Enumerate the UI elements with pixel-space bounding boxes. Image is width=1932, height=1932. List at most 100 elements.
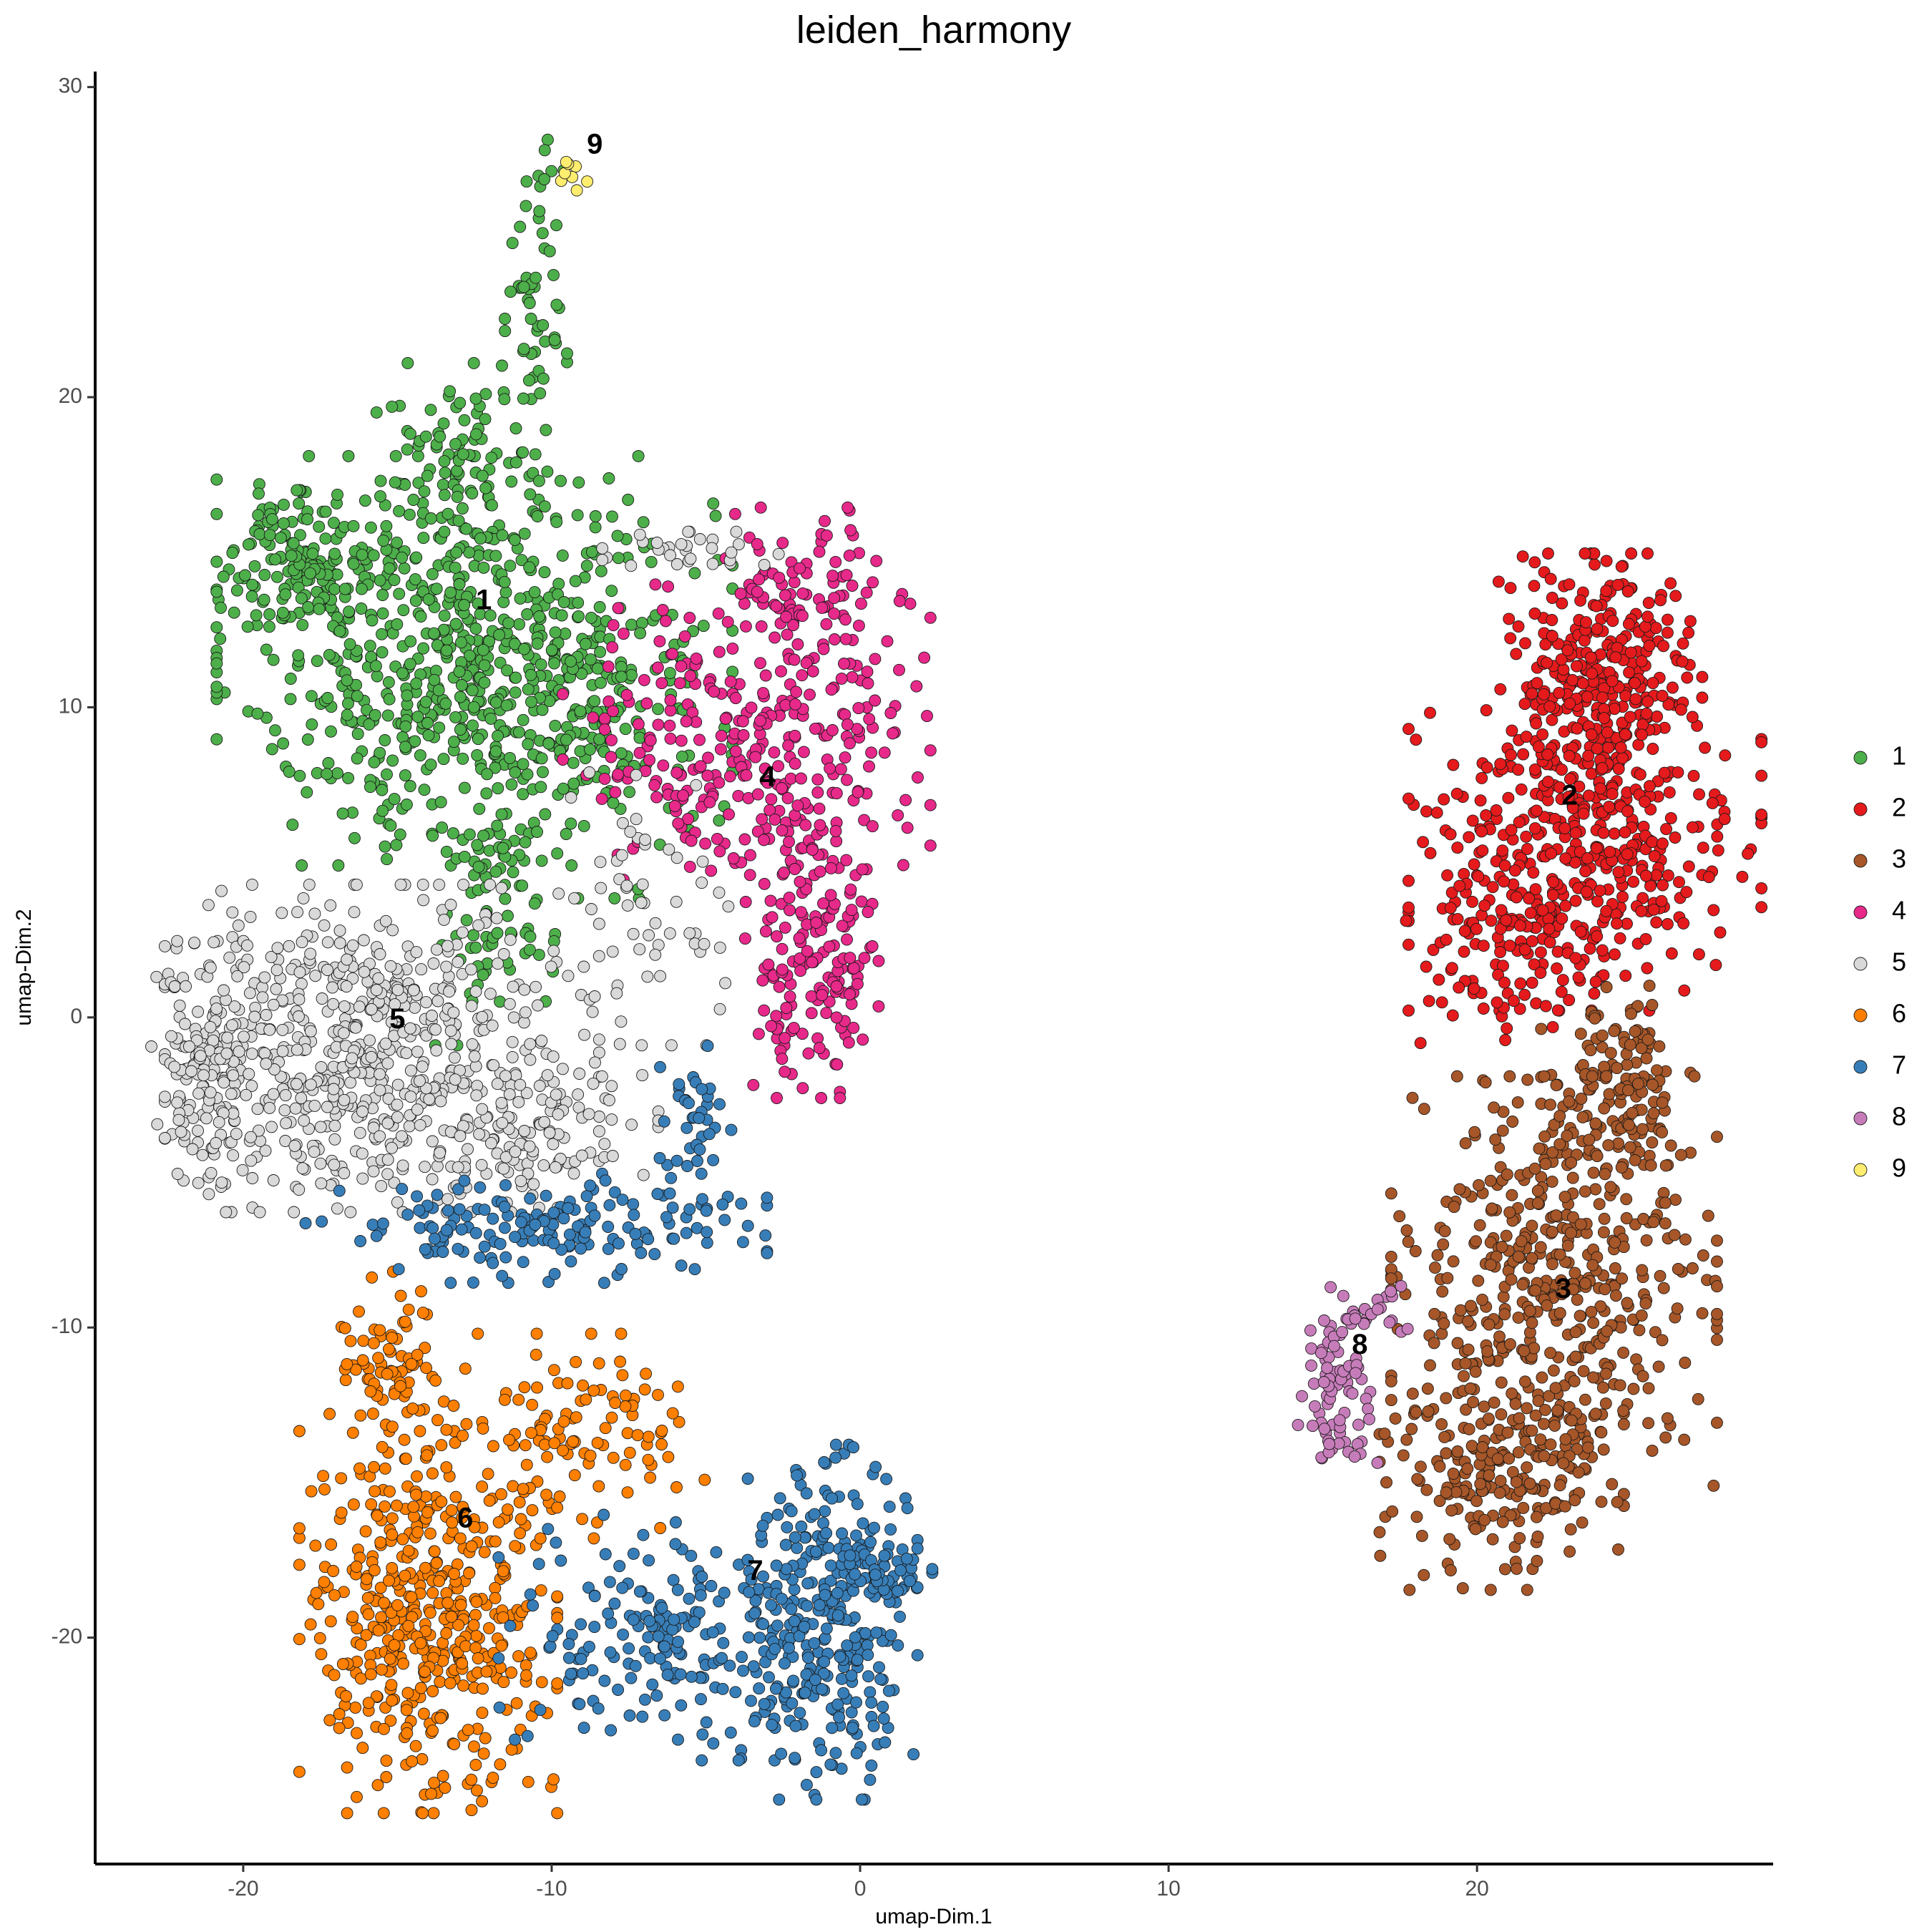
data-point-cluster-1 xyxy=(519,200,532,213)
data-point-cluster-1 xyxy=(419,696,432,708)
data-point-cluster-6 xyxy=(349,1701,362,1714)
data-point-cluster-3 xyxy=(1617,1418,1630,1430)
data-point-cluster-1 xyxy=(258,569,271,581)
data-point-cluster-4 xyxy=(756,813,769,826)
data-point-cluster-4 xyxy=(863,760,875,773)
data-point-cluster-6 xyxy=(374,1536,387,1548)
data-point-cluster-1 xyxy=(479,413,492,426)
data-point-cluster-1 xyxy=(438,609,451,622)
data-point-cluster-6 xyxy=(472,1652,484,1664)
data-point-cluster-2 xyxy=(1632,738,1645,751)
data-point-cluster-3 xyxy=(1653,1040,1666,1053)
data-point-cluster-4 xyxy=(776,537,789,550)
data-point-cluster-2 xyxy=(1513,919,1526,932)
data-point-cluster-1 xyxy=(456,502,469,514)
data-point-cluster-1 xyxy=(495,808,508,821)
data-point-cluster-5 xyxy=(537,1159,550,1172)
data-point-cluster-5 xyxy=(245,1154,258,1167)
data-point-cluster-5 xyxy=(426,1010,438,1022)
data-point-cluster-1 xyxy=(449,438,462,451)
data-point-cluster-1 xyxy=(467,719,479,732)
data-point-cluster-3 xyxy=(1465,1299,1477,1312)
data-point-cluster-1 xyxy=(252,509,265,522)
data-point-cluster-3 xyxy=(1614,1379,1626,1392)
data-point-cluster-1 xyxy=(589,521,602,534)
data-point-cluster-4 xyxy=(921,710,933,723)
data-point-cluster-2 xyxy=(1477,940,1490,952)
data-point-cluster-3 xyxy=(1521,1461,1533,1474)
data-point-cluster-2 xyxy=(1453,981,1465,994)
data-point-cluster-5 xyxy=(289,1102,302,1115)
data-point-cluster-4 xyxy=(872,1000,885,1013)
data-point-cluster-1 xyxy=(498,575,511,588)
data-point-cluster-6 xyxy=(698,1473,711,1486)
data-point-cluster-2 xyxy=(1684,615,1697,628)
data-point-cluster-5 xyxy=(225,1088,238,1101)
data-point-cluster-1 xyxy=(707,497,720,510)
data-point-cluster-1 xyxy=(368,756,381,769)
data-point-cluster-1 xyxy=(535,658,547,671)
data-point-cluster-1 xyxy=(463,649,476,662)
data-point-cluster-1 xyxy=(505,778,518,791)
data-point-cluster-1 xyxy=(333,625,346,638)
data-point-cluster-5 xyxy=(158,1091,171,1103)
data-point-cluster-2 xyxy=(1531,677,1543,690)
data-point-cluster-3 xyxy=(1553,1138,1566,1151)
data-point-cluster-6 xyxy=(568,1469,581,1482)
data-point-cluster-2 xyxy=(1410,733,1423,746)
data-point-cluster-1 xyxy=(572,610,585,623)
data-point-cluster-2 xyxy=(1589,975,1602,988)
data-point-cluster-5 xyxy=(338,1093,351,1106)
data-point-cluster-5 xyxy=(404,1064,417,1077)
data-point-cluster-1 xyxy=(572,476,585,489)
data-point-cluster-4 xyxy=(893,663,905,676)
data-point-cluster-1 xyxy=(588,695,601,708)
data-point-cluster-2 xyxy=(1641,962,1654,975)
data-point-cluster-3 xyxy=(1553,1110,1566,1123)
data-point-cluster-1 xyxy=(460,522,473,535)
data-point-cluster-4 xyxy=(678,630,691,643)
data-point-cluster-6 xyxy=(372,1352,385,1365)
data-point-cluster-4 xyxy=(724,675,737,688)
data-point-cluster-2 xyxy=(1524,907,1537,919)
data-point-cluster-5 xyxy=(204,1086,217,1099)
data-point-cluster-3 xyxy=(1521,1584,1533,1596)
cluster-1-points xyxy=(210,133,739,1052)
data-point-cluster-5 xyxy=(267,1088,280,1101)
data-point-cluster-5 xyxy=(568,892,581,904)
data-point-cluster-3 xyxy=(1469,1365,1482,1378)
data-point-cluster-3 xyxy=(1688,1070,1701,1083)
data-point-cluster-3 xyxy=(1450,1070,1463,1083)
data-point-cluster-5 xyxy=(348,906,361,919)
data-point-cluster-1 xyxy=(625,668,638,681)
data-point-cluster-2 xyxy=(1516,550,1529,563)
data-point-cluster-1 xyxy=(422,729,435,741)
data-point-cluster-5 xyxy=(308,1099,321,1112)
data-point-cluster-4 xyxy=(817,643,830,655)
data-point-cluster-4 xyxy=(815,1092,828,1104)
data-point-cluster-5 xyxy=(495,882,508,894)
data-point-cluster-1 xyxy=(401,356,414,369)
data-point-cluster-4 xyxy=(793,932,806,945)
data-point-cluster-6 xyxy=(644,1471,657,1484)
data-point-cluster-1 xyxy=(489,865,502,878)
data-point-cluster-1 xyxy=(210,473,223,486)
data-point-cluster-4 xyxy=(844,952,857,965)
data-point-cluster-5 xyxy=(245,1048,258,1060)
data-point-cluster-5 xyxy=(308,907,321,920)
data-point-cluster-3 xyxy=(1647,1107,1660,1120)
data-point-cluster-1 xyxy=(458,599,471,611)
data-point-cluster-5 xyxy=(192,1087,205,1100)
data-point-cluster-6 xyxy=(505,1667,518,1679)
data-point-cluster-5 xyxy=(180,980,192,992)
data-point-cluster-3 xyxy=(1558,1191,1571,1204)
data-point-cluster-1 xyxy=(430,582,443,595)
data-point-cluster-5 xyxy=(171,1168,184,1180)
data-point-cluster-3 xyxy=(1447,1255,1460,1268)
data-point-cluster-6 xyxy=(436,1770,449,1782)
data-point-cluster-2 xyxy=(1420,960,1433,973)
data-point-cluster-5 xyxy=(468,1050,481,1063)
data-point-cluster-1 xyxy=(494,656,507,669)
data-point-cluster-1 xyxy=(450,464,463,477)
data-point-cluster-2 xyxy=(1528,763,1541,776)
